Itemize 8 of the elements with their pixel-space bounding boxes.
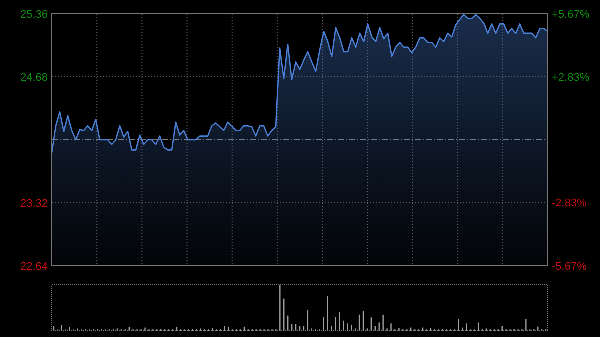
y2-tick-label: +5.67% <box>552 8 590 21</box>
y2-tick-label: +2.83% <box>552 72 590 84</box>
y-tick-label: 22.64 <box>20 260 48 273</box>
y2-tick-label: -5.67% <box>552 260 588 273</box>
y-tick-label: 25.36 <box>20 8 48 21</box>
y-tick-label: 24.68 <box>20 72 48 84</box>
y2-tick-label: -2.83% <box>552 198 588 210</box>
y-tick-label: 23.32 <box>20 198 48 210</box>
